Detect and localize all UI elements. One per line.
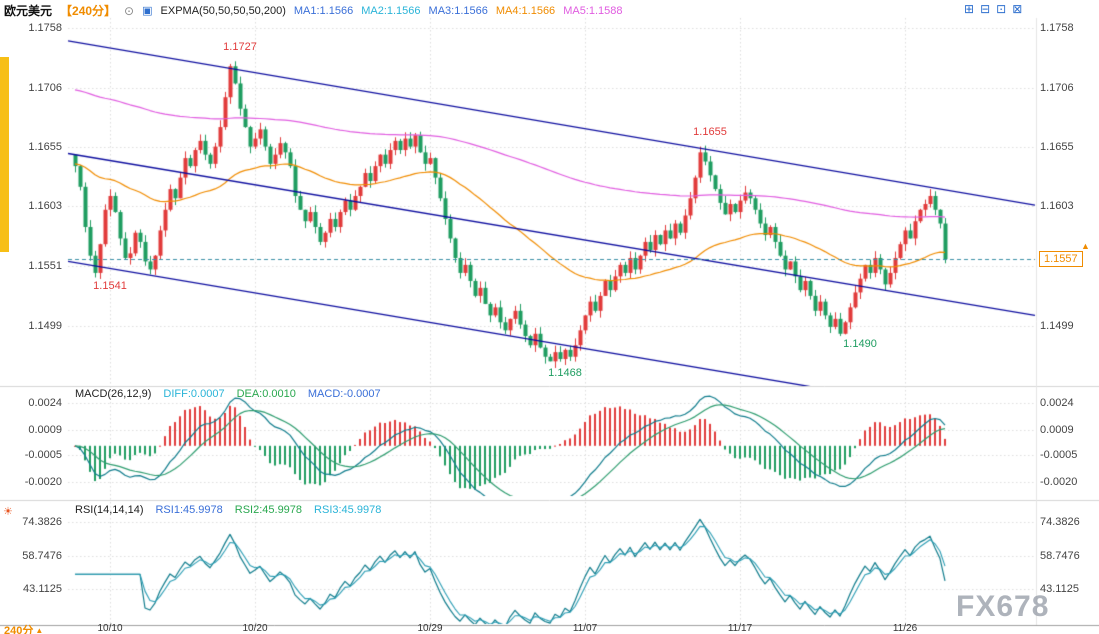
rsi-axis-label-left: 58.7476 xyxy=(22,549,62,562)
price-annotation: 1.1727 xyxy=(223,40,257,53)
price-axis-label-left: 1.1551 xyxy=(28,260,62,273)
layout-close-icon[interactable]: ⊠ xyxy=(1012,2,1023,16)
ma3-label: MA3:1.1566 xyxy=(428,4,488,17)
ma5-label: MA5:1.1588 xyxy=(563,4,623,17)
price-annotation: 1.1468 xyxy=(548,366,582,379)
rsi3-value: RSI3:45.9978 xyxy=(314,504,382,516)
price-axis-label-right: 1.1706 xyxy=(1040,82,1074,95)
layout-grid-icon[interactable]: ⊞ xyxy=(964,2,975,16)
macd-axis-label-right: -0.0020 xyxy=(1040,475,1078,488)
rsi-axis-label-right: 58.7476 xyxy=(1040,549,1080,562)
macd-axis-label-right: 0.0009 xyxy=(1040,423,1074,436)
ma1-label: MA1:1.1566 xyxy=(293,4,354,17)
period-selector-label: 240分 xyxy=(4,625,34,634)
symbol-title: 欧元美元 xyxy=(4,4,53,18)
macd-dea-value: DEA:0.0010 xyxy=(236,388,296,400)
price-axis-label-left: 1.1499 xyxy=(28,319,62,332)
price-axis-label-left: 1.1603 xyxy=(28,200,62,213)
macd-axis-label-right: 0.0024 xyxy=(1040,396,1074,409)
macd-header: MACD(26,12,9) DIFF:0.0007 DEA:0.0010 MAC… xyxy=(75,388,381,400)
ma4-label: MA4:1.1566 xyxy=(495,4,556,17)
rsi2-value: RSI2:45.9978 xyxy=(234,504,303,516)
macd-axis-label-right: -0.0005 xyxy=(1040,448,1078,461)
date-axis-label: 10/10 xyxy=(97,623,123,634)
left-indicator-bar[interactable] xyxy=(0,57,9,252)
macd-diff-value: DIFF:0.0007 xyxy=(163,388,225,400)
macd-axis-label-left: 0.0009 xyxy=(28,423,62,436)
current-price-tag: 1.1557 xyxy=(1039,251,1083,268)
price-up-arrow-icon: ▲ xyxy=(1081,241,1090,252)
date-axis-label: 11/17 xyxy=(727,623,753,634)
macd-axis-label-left: 0.0024 xyxy=(28,396,62,409)
ma2-label: MA2:1.1566 xyxy=(361,4,421,17)
expma-label: EXPMA(50,50,50,50,200) xyxy=(160,4,286,17)
period-selector[interactable]: 240分 ▲ xyxy=(4,622,43,634)
indicator-settings-icon[interactable]: ☀ xyxy=(3,506,13,518)
period-up-arrow-icon: ▲ xyxy=(35,625,44,634)
rsi-axis-label-left: 74.3826 xyxy=(22,516,62,529)
date-axis-label: 11/07 xyxy=(572,623,598,634)
snapshot-icon[interactable]: ⊙ xyxy=(124,3,135,18)
rsi-title: RSI(14,14,14) xyxy=(75,504,144,516)
price-annotation: 1.1490 xyxy=(843,338,877,351)
price-axis-label-left: 1.1655 xyxy=(28,140,62,153)
macd-axis-label-left: -0.0005 xyxy=(24,448,62,461)
rsi-header: RSI(14,14,14) RSI1:45.9978 RSI2:45.9978 … xyxy=(75,504,381,516)
macd-hist-value: MACD:-0.0007 xyxy=(307,388,381,400)
price-axis-label-right: 1.1499 xyxy=(1040,319,1074,332)
macd-axis-label-left: -0.0020 xyxy=(24,475,62,488)
rsi1-value: RSI1:45.9978 xyxy=(155,504,223,516)
date-axis-label: 11/26 xyxy=(892,623,918,634)
rsi-axis-label-right: 43.1125 xyxy=(1040,582,1079,595)
price-axis-label-left: 1.1758 xyxy=(28,22,62,35)
window-layout-icons: ⊞ ⊟ ⊡ ⊠ xyxy=(964,2,1022,16)
price-annotation: 1.1541 xyxy=(93,279,127,292)
date-axis-label: 10/29 xyxy=(417,623,443,634)
watermark: FX678 xyxy=(956,590,1050,623)
rsi-axis-label-right: 74.3826 xyxy=(1040,516,1080,529)
price-axis-label-right: 1.1603 xyxy=(1040,200,1074,213)
date-axis-label: 10/20 xyxy=(242,623,268,634)
chart-header: 欧元美元 【240分】 ⊙ ▣ EXPMA(50,50,50,50,200) M… xyxy=(4,2,623,19)
period-label: 【240分】 xyxy=(60,4,117,18)
price-axis-label-right: 1.1758 xyxy=(1040,22,1074,35)
layout-rows-icon[interactable]: ⊟ xyxy=(980,2,991,16)
rsi-axis-label-left: 43.1125 xyxy=(23,582,62,595)
indicator-icon[interactable]: ▣ xyxy=(142,5,153,17)
price-axis-label-left: 1.1706 xyxy=(28,82,62,95)
macd-title: MACD(26,12,9) xyxy=(75,388,152,400)
price-annotation: 1.1655 xyxy=(693,125,727,138)
price-axis-label-right: 1.1655 xyxy=(1040,140,1074,153)
layout-single-icon[interactable]: ⊡ xyxy=(996,2,1007,16)
